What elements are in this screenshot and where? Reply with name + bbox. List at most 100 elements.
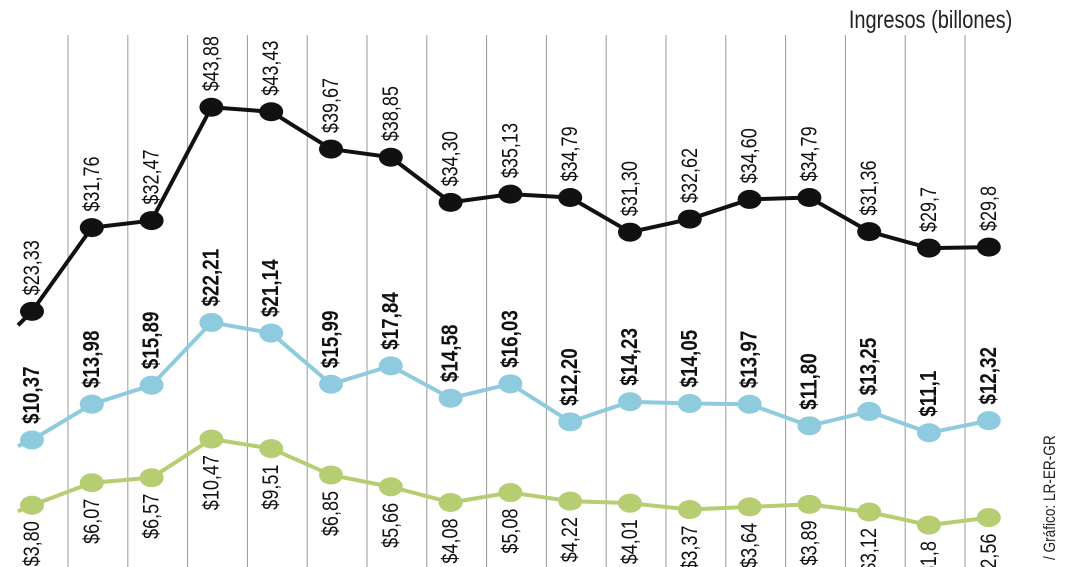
data-label: $31,30 bbox=[618, 161, 642, 216]
data-label: $9,51 bbox=[260, 465, 284, 510]
data-label: $6,85 bbox=[319, 491, 343, 536]
data-point bbox=[438, 388, 463, 408]
data-label: $23,33 bbox=[20, 240, 44, 295]
data-point bbox=[79, 218, 104, 238]
data-label: $29,7 bbox=[917, 187, 941, 232]
data-point bbox=[199, 429, 224, 449]
data-label: $6,07 bbox=[80, 499, 104, 544]
data-label: $13,25 bbox=[857, 338, 882, 396]
data-point bbox=[438, 492, 463, 512]
data-label: $3,89 bbox=[798, 520, 822, 565]
data-point bbox=[259, 439, 284, 459]
data-label: $12,20 bbox=[558, 348, 583, 406]
data-point bbox=[976, 508, 1001, 528]
data-point bbox=[677, 209, 702, 229]
data-point bbox=[378, 477, 403, 497]
data-point bbox=[797, 188, 822, 208]
data-point bbox=[79, 394, 104, 414]
data-point bbox=[199, 312, 224, 332]
data-label: $10,47 bbox=[200, 455, 224, 510]
data-point bbox=[737, 497, 762, 517]
data-label: $15,89 bbox=[139, 312, 164, 370]
data-label: $3,12 bbox=[858, 528, 882, 567]
data-label: $13,98 bbox=[79, 330, 104, 388]
data-point bbox=[917, 423, 941, 443]
data-point bbox=[797, 416, 822, 436]
data-label: $17,84 bbox=[378, 292, 403, 350]
data-point bbox=[618, 222, 642, 242]
data-label: $14,23 bbox=[617, 328, 642, 386]
data-point bbox=[618, 493, 642, 513]
data-point bbox=[857, 222, 882, 242]
data-label: $39,67 bbox=[319, 78, 343, 133]
data-point bbox=[20, 430, 44, 450]
data-point bbox=[259, 102, 284, 122]
data-label: $32,47 bbox=[140, 149, 164, 204]
data-label: $32,62 bbox=[678, 148, 702, 203]
data-label: $3,37 bbox=[678, 526, 702, 567]
data-point bbox=[857, 502, 882, 522]
data-label: $5,66 bbox=[379, 503, 403, 548]
data-point bbox=[797, 494, 822, 514]
data-point bbox=[677, 500, 702, 520]
data-label: $1,8 bbox=[917, 541, 941, 567]
data-point bbox=[319, 465, 343, 485]
data-label: $31,36 bbox=[858, 160, 882, 215]
data-label: $4,01 bbox=[618, 519, 642, 564]
data-label: $3,80 bbox=[20, 521, 44, 566]
data-label: $43,88 bbox=[200, 36, 224, 91]
data-point bbox=[139, 375, 164, 395]
data-point bbox=[857, 401, 882, 421]
data-label: $16,03 bbox=[498, 310, 523, 368]
data-point bbox=[20, 301, 44, 321]
data-label: $15,99 bbox=[318, 311, 343, 369]
data-label: $3,64 bbox=[738, 523, 762, 567]
data-point bbox=[20, 495, 44, 515]
data-label: $34,79 bbox=[559, 126, 583, 181]
data-point bbox=[737, 394, 762, 414]
data-label: $4,08 bbox=[439, 518, 463, 563]
data-label: $14,05 bbox=[677, 330, 702, 388]
data-point bbox=[917, 238, 941, 258]
data-label: $38,85 bbox=[379, 86, 403, 141]
chart-title: Ingresos (billones) bbox=[848, 6, 1012, 34]
data-label: $13,97 bbox=[737, 331, 762, 389]
data-label: $10,37 bbox=[19, 366, 44, 424]
data-label: $11,1 bbox=[916, 370, 941, 416]
data-point bbox=[319, 139, 343, 159]
data-point bbox=[558, 188, 583, 208]
data-point bbox=[319, 374, 343, 394]
data-point bbox=[378, 147, 403, 167]
data-label: $2,56 bbox=[977, 534, 1001, 567]
data-label: $35,13 bbox=[499, 123, 523, 178]
data-point bbox=[79, 473, 104, 493]
data-point bbox=[378, 356, 403, 376]
data-label: $34,60 bbox=[738, 128, 762, 183]
data-point bbox=[259, 323, 284, 343]
data-point bbox=[917, 515, 941, 535]
data-point bbox=[199, 97, 224, 117]
data-label: $31,76 bbox=[80, 156, 104, 211]
data-point bbox=[558, 412, 583, 432]
data-point bbox=[498, 483, 523, 503]
data-point bbox=[976, 237, 1001, 257]
data-point bbox=[438, 192, 463, 212]
data-label: $43,43 bbox=[260, 41, 284, 96]
data-label: $6,57 bbox=[140, 494, 164, 539]
data-label: $21,14 bbox=[259, 259, 284, 317]
data-label: $11,80 bbox=[797, 353, 822, 410]
data-point bbox=[558, 491, 583, 511]
data-label: $12,32 bbox=[976, 347, 1001, 405]
data-point bbox=[618, 392, 642, 412]
data-point bbox=[498, 374, 523, 394]
data-point bbox=[139, 211, 164, 231]
data-label: $29,8 bbox=[977, 186, 1001, 231]
data-label: $14,58 bbox=[438, 324, 463, 382]
data-label: $22,21 bbox=[199, 249, 224, 307]
data-label: $34,79 bbox=[798, 126, 822, 181]
data-point bbox=[498, 184, 523, 204]
data-label: $34,30 bbox=[439, 131, 463, 186]
data-point bbox=[976, 411, 1001, 431]
source-credit: / Gráfico: LR-ER-GR bbox=[1040, 435, 1059, 560]
